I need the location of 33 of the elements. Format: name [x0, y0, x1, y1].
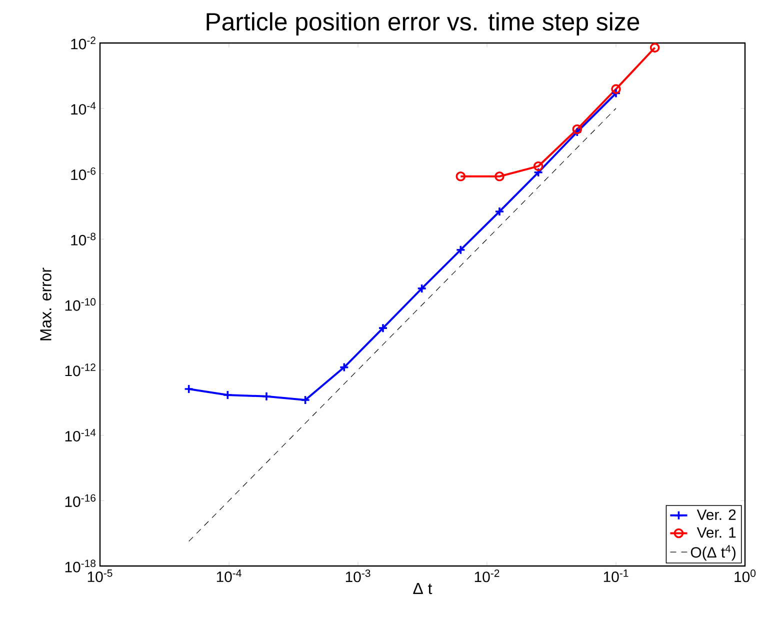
x-tick-label: 10$^{-5}$ [88, 570, 112, 582]
point [494, 206, 504, 216]
x-tick-label: 10$^{0}$ [734, 570, 756, 582]
chart-title: Particle position error vs. time step size [206, 12, 640, 36]
point [456, 244, 466, 255]
x-tick-label: 10$^{-3}$ [346, 570, 370, 582]
y-tick-label: 10$^{-2}$ [71, 36, 96, 50]
x-tick-label: 10$^{-4}$ [216, 570, 242, 582]
point [611, 88, 621, 98]
point [416, 284, 427, 294]
point [184, 384, 194, 394]
y-axis-title: Max. error [40, 268, 52, 340]
point [222, 390, 233, 400]
point [339, 362, 350, 372]
point [572, 127, 582, 137]
legend-label: O(Δ t$^{4}$) [690, 545, 736, 561]
x-axis-title: Δ t [413, 583, 432, 594]
x-tick-label: 10$^{-2}$ [474, 570, 500, 582]
point [378, 323, 388, 333]
x-tick-label: 10$^{-1}$ [604, 570, 628, 582]
y-tick-label: 10$^{-6}$ [71, 167, 96, 180]
y-tick-label: 10$^{-16}$ [65, 494, 96, 507]
y-tick-label: 10$^{-10}$ [65, 298, 96, 311]
point [533, 168, 544, 178]
legend-label: Ver. 1 [696, 527, 736, 538]
legend-label: Ver. 2 [696, 509, 736, 520]
y-tick-label: 10$^{-14}$ [65, 428, 96, 442]
y-tick-label: 10$^{-4}$ [71, 102, 96, 115]
point [262, 391, 272, 402]
point [300, 395, 310, 405]
y-tick-label: 10$^{-18}$ [65, 560, 96, 572]
y-tick-label: 10$^{-12}$ [65, 364, 96, 376]
y-tick-label: 10$^{-8}$ [71, 232, 96, 246]
